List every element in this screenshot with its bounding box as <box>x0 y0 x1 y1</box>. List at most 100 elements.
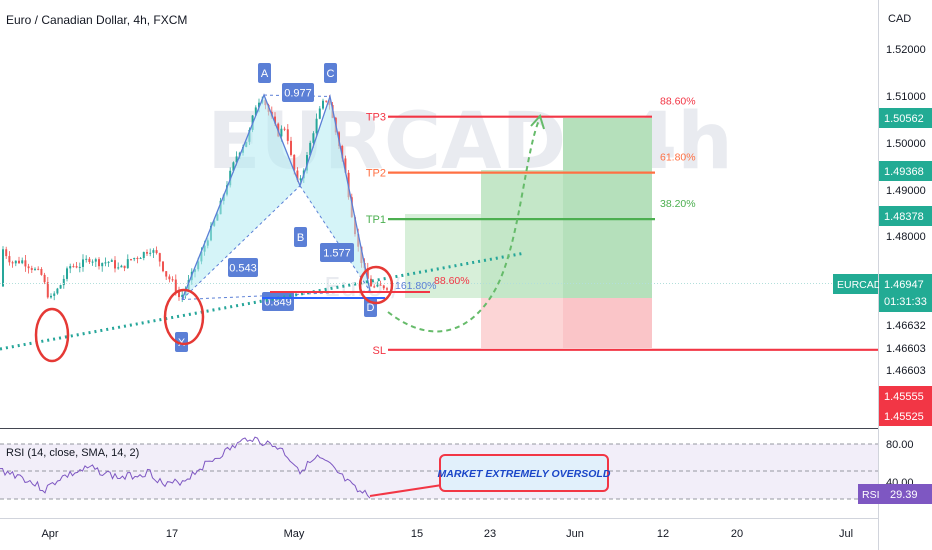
candle-body <box>376 284 379 287</box>
highlight-circle-3 <box>358 265 394 305</box>
rsi-tick-80: 80.00 <box>886 439 914 451</box>
candle-body <box>5 249 8 257</box>
candle-body <box>27 266 30 269</box>
ratio-label-2: 0.977 <box>282 83 314 102</box>
ratio-label-3-bg <box>320 243 354 262</box>
time-tick: 23 <box>484 528 496 540</box>
candle-body <box>50 295 52 298</box>
point-x-label-bg <box>175 332 188 352</box>
candle-body <box>296 170 299 181</box>
candle-body <box>94 259 97 262</box>
price-tag-3: 1.48378 <box>884 211 924 223</box>
candle-body <box>235 156 238 163</box>
candle-body <box>34 268 36 270</box>
candle-body <box>82 259 84 267</box>
candle-body <box>373 286 376 288</box>
candle-body <box>171 279 174 281</box>
price-tick: 1.49000 <box>886 185 926 197</box>
time-tick: May <box>284 528 305 540</box>
red-price-tag-1: 1.45555 <box>884 391 924 403</box>
candle-body <box>366 268 369 279</box>
symbol-tag: EURCAD <box>837 279 882 291</box>
ratio-label-2-text: 0.977 <box>284 88 312 100</box>
candle-body <box>8 256 11 263</box>
candle-body <box>130 259 132 261</box>
candle-body <box>21 260 24 264</box>
symbol-tag-bg <box>833 274 878 294</box>
candle-body <box>155 250 158 254</box>
candle-body <box>11 262 14 264</box>
candle-body <box>126 259 129 269</box>
time-tick: Jul <box>839 528 853 540</box>
level-name-tp2: TP2 <box>366 168 386 180</box>
time-tick: 12 <box>657 528 669 540</box>
current-price-tag-bg <box>879 274 932 312</box>
ratio-label-1: 0.543 <box>228 258 258 277</box>
price-tick: 1.48000 <box>886 231 926 243</box>
candle-body <box>382 285 385 289</box>
profit-zone-2 <box>481 170 563 298</box>
candle-body <box>114 260 116 269</box>
level-name-sl: SL <box>373 345 386 357</box>
rsi-name-tag: RSI <box>862 489 880 501</box>
price-tag-bg-2 <box>879 161 932 181</box>
profit-zone-3 <box>563 118 652 298</box>
price-tick: 1.46632 <box>886 320 926 332</box>
price-tick: 1.50000 <box>886 138 926 150</box>
candle-body <box>66 268 68 279</box>
callout-text: MARKET EXTREMELY OVERSOLD <box>438 468 611 480</box>
candle-body <box>286 129 289 141</box>
candle-body <box>309 142 312 156</box>
candle-body <box>69 266 72 269</box>
candle-body <box>168 276 171 280</box>
price-tag-2: 1.49368 <box>884 166 924 178</box>
point-a-label: A <box>258 63 271 83</box>
candle-body <box>98 259 100 267</box>
axis-currency: CAD <box>888 13 911 25</box>
candle-body <box>315 118 318 134</box>
point-b-label: B <box>294 227 307 247</box>
candle-body <box>91 261 94 263</box>
candle-body <box>117 267 120 269</box>
rsi-title: RSI (14, close, SMA, 14, 2) <box>6 447 139 459</box>
point-c-label: C <box>324 63 337 83</box>
candle-body <box>370 278 372 287</box>
level-name-tp3: TP3 <box>366 112 386 124</box>
candle-body <box>107 261 110 263</box>
level-pct-tp1: 38.20% <box>660 198 696 210</box>
d-label-1618: 161.80% <box>395 280 436 292</box>
point-c-label-text: C <box>327 68 335 80</box>
candle-body <box>322 100 324 109</box>
candle-body <box>290 140 292 155</box>
level-name-tp1: TP1 <box>366 214 386 226</box>
ratio-label-3-text: 1.577 <box>323 248 351 260</box>
candle-body <box>174 279 177 292</box>
ratio-label-1-text: 0.543 <box>229 263 257 275</box>
candle-body <box>379 284 382 286</box>
point-a-label-bg <box>258 63 271 83</box>
ratio-label-1-bg <box>228 258 258 277</box>
time-tick: 20 <box>731 528 743 540</box>
candle-body <box>254 107 257 116</box>
candle-body <box>274 116 276 124</box>
candle-body <box>280 128 283 137</box>
candle-body <box>165 271 168 277</box>
candle-body <box>75 266 78 268</box>
candle-body <box>46 282 49 298</box>
support-trendline <box>0 251 526 351</box>
candle-body <box>37 268 40 270</box>
candle-body <box>146 252 148 254</box>
xab-triangle <box>182 95 300 300</box>
candle-body <box>30 268 33 270</box>
bar-countdown: 01:31:33 <box>884 296 927 308</box>
price-tag-1: 1.50562 <box>884 113 924 125</box>
candle-body <box>158 253 161 262</box>
bcd-triangle <box>300 96 370 292</box>
callout-box <box>439 454 609 492</box>
price-tick: 1.46603 <box>886 343 926 355</box>
candle-body <box>283 128 286 130</box>
rsi-line <box>0 436 371 499</box>
